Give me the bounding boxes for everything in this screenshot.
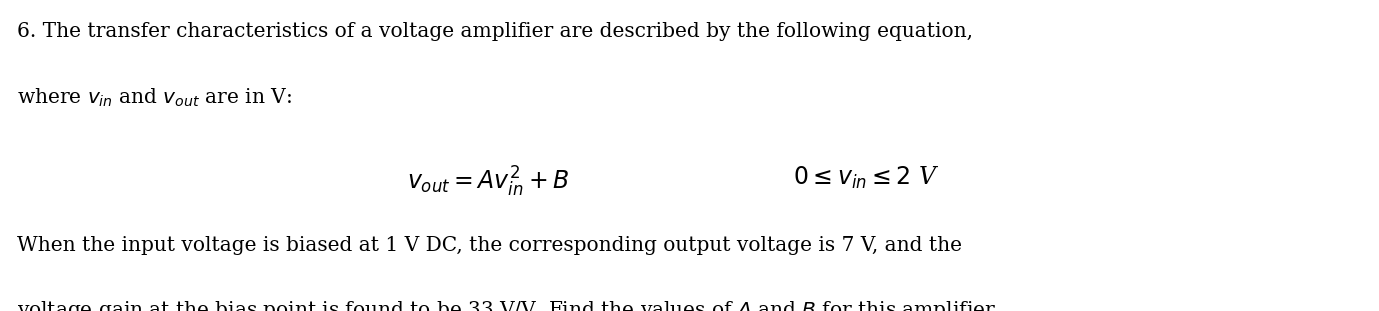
Text: $v_{out} = Av_{in}^2 + B$: $v_{out} = Av_{in}^2 + B$: [407, 165, 570, 199]
Text: 6. The transfer characteristics of a voltage amplifier are described by the foll: 6. The transfer characteristics of a vol…: [17, 22, 972, 41]
Text: voltage gain at the bias point is found to be 33 V/V. Find the values of $A$ and: voltage gain at the bias point is found …: [17, 299, 1000, 311]
Text: $0 \leq v_{in} \leq 2$ V: $0 \leq v_{in} \leq 2$ V: [793, 165, 939, 191]
Text: where $v_{in}$ and $v_{out}$ are in V:: where $v_{in}$ and $v_{out}$ are in V:: [17, 87, 291, 109]
Text: When the input voltage is biased at 1 V DC, the corresponding output voltage is : When the input voltage is biased at 1 V …: [17, 236, 961, 255]
